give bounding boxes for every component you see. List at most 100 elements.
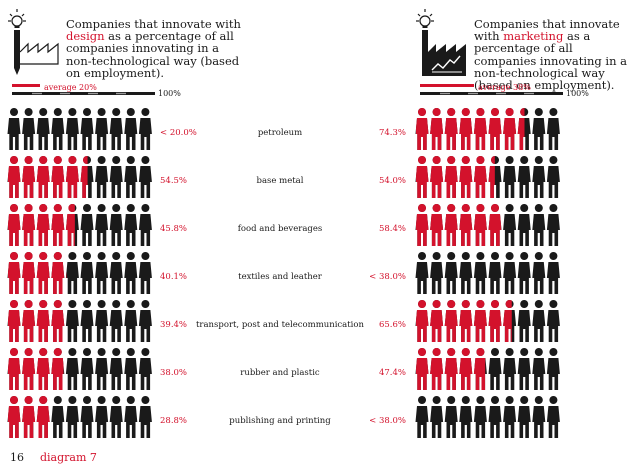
person-figure-highlight <box>80 156 88 198</box>
person-figure-highlight <box>22 396 36 438</box>
person-figure-highlight <box>51 348 64 390</box>
diagram-label: diagram 7 <box>40 451 97 464</box>
person-figure-highlight <box>503 108 517 150</box>
person-figure <box>532 252 546 294</box>
person-figure <box>532 204 546 246</box>
person-figure-highlight <box>473 300 487 342</box>
value-label-design: 45.8% <box>160 224 188 234</box>
value-label-marketing: 74.3% <box>378 128 406 138</box>
people-row-design <box>7 396 152 438</box>
person-figure <box>109 348 123 390</box>
person-figure-highlight <box>488 156 495 198</box>
person-figure <box>517 300 531 342</box>
person-figure-highlight <box>488 204 502 246</box>
person-figure-highlight <box>459 300 473 342</box>
person-figure <box>546 204 560 246</box>
person-figure <box>138 252 152 294</box>
person-figure <box>124 252 138 294</box>
person-figure-highlight <box>430 300 444 342</box>
person-figure <box>109 300 123 342</box>
person-figure <box>109 396 123 438</box>
value-label-marketing: 58.4% <box>378 224 406 234</box>
person-figure-highlight <box>430 348 444 390</box>
person-figure <box>7 108 21 150</box>
person-figure <box>459 252 473 294</box>
person-figure-highlight <box>22 252 36 294</box>
person-figure <box>546 396 560 438</box>
person-figure <box>415 396 429 438</box>
person-figure <box>517 252 531 294</box>
person-figure-highlight <box>51 156 65 198</box>
value-label-design: 38.0% <box>160 368 188 378</box>
value-label-marketing: < 38.0% <box>369 272 406 282</box>
value-label-design: 40.1% <box>160 272 188 282</box>
person-figure-highlight <box>8 348 21 390</box>
people-row-marketing <box>415 348 560 390</box>
person-figure <box>532 348 546 390</box>
person-figure <box>109 108 123 150</box>
people-row-design <box>7 108 152 150</box>
person-figure-highlight <box>8 156 21 198</box>
person-figure <box>95 156 109 198</box>
person-figure <box>430 252 444 294</box>
factory-pencil-icon <box>8 9 59 75</box>
person-figure <box>444 252 458 294</box>
person-figure <box>124 156 138 198</box>
person-figure <box>532 300 546 342</box>
person-figure-highlight <box>416 156 429 198</box>
value-label-marketing: < 38.0% <box>369 416 406 426</box>
person-figure-highlight <box>22 348 36 390</box>
person-figure <box>80 300 94 342</box>
person-figure-highlight <box>459 156 473 198</box>
person-figure <box>109 156 123 198</box>
person-figure-highlight <box>430 204 444 246</box>
person-figure-highlight <box>517 108 525 150</box>
person-figure-highlight <box>459 108 473 150</box>
category-label: publishing and printing <box>229 416 331 426</box>
person-figure <box>65 396 79 438</box>
person-figure <box>80 348 94 390</box>
person-figure <box>65 348 79 390</box>
person-figure-highlight <box>65 156 79 198</box>
category-label: food and beverages <box>237 224 323 234</box>
right-headline: Companies that innovate with marketing a… <box>474 18 632 91</box>
person-figure <box>138 300 152 342</box>
people-row-marketing <box>415 108 560 150</box>
person-figure <box>95 348 109 390</box>
person-figure <box>473 252 487 294</box>
person-figure <box>517 156 531 198</box>
person-figure <box>95 300 109 342</box>
person-figure-highlight <box>416 204 429 246</box>
person-figure <box>488 252 502 294</box>
people-row-design <box>7 252 152 294</box>
person-figure <box>517 348 531 390</box>
person-figure <box>138 396 152 438</box>
person-figure <box>80 108 94 150</box>
people-row-marketing <box>415 204 560 246</box>
person-figure <box>517 396 531 438</box>
person-figure <box>546 252 560 294</box>
left-headline-highlight: design <box>66 29 105 44</box>
person-figure-highlight <box>22 300 36 342</box>
person-figure <box>488 348 502 390</box>
person-figure-highlight <box>8 204 21 246</box>
person-figure <box>473 396 487 438</box>
person-figure <box>80 252 94 294</box>
person-figure <box>80 204 94 246</box>
person-figure-highlight <box>51 300 65 342</box>
right-average-scale: average 38% 100% <box>420 83 610 98</box>
person-figure <box>138 108 152 150</box>
person-figure <box>124 204 138 246</box>
person-figure-highlight <box>36 252 50 294</box>
people-row-design <box>7 156 152 198</box>
person-figure-highlight <box>22 204 36 246</box>
person-figure <box>95 204 109 246</box>
person-figure-highlight <box>444 204 458 246</box>
person-figure <box>124 300 138 342</box>
person-figure-highlight <box>8 252 21 294</box>
left-scale-bar <box>12 84 155 95</box>
person-figure <box>546 300 560 342</box>
person-figure-highlight <box>473 108 487 150</box>
person-figure <box>532 108 546 150</box>
person-figure-highlight <box>65 204 75 246</box>
